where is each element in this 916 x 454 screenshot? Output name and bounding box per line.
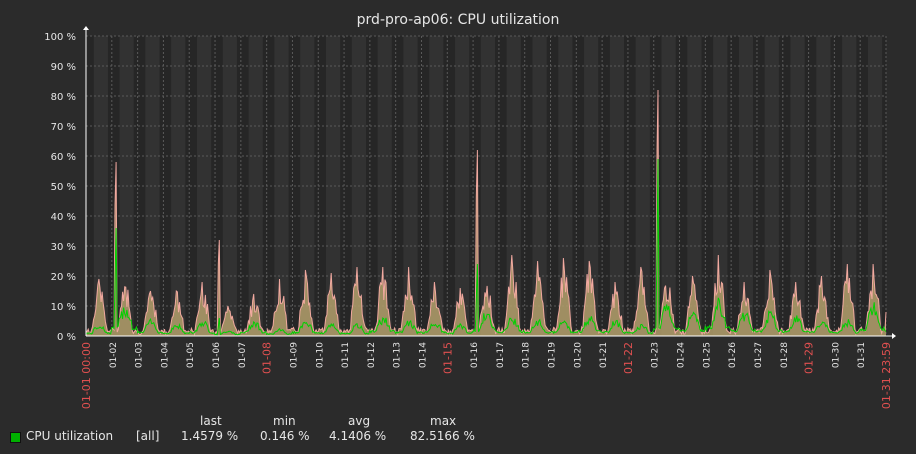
x-tick-label: 01-18 bbox=[522, 342, 532, 368]
off-hours-band bbox=[211, 36, 216, 336]
x-tick-label: 01-30 bbox=[831, 342, 841, 368]
legend-header-min: min bbox=[273, 414, 296, 428]
legend-value-max: 82.5166 % bbox=[410, 429, 475, 443]
off-hours-band bbox=[756, 36, 765, 336]
off-hours-band bbox=[495, 36, 499, 336]
legend-header: last min avg max bbox=[10, 414, 510, 429]
x-tick-label: 01-17 bbox=[496, 342, 506, 368]
off-hours-band bbox=[882, 36, 886, 336]
x-axis-arrow bbox=[892, 333, 896, 339]
series-avg-line bbox=[85, 158, 887, 336]
legend-header-avg: avg bbox=[348, 414, 371, 428]
off-hours-band bbox=[240, 36, 249, 336]
x-tick-label: 01-31 23:59 bbox=[880, 342, 893, 409]
off-hours-band bbox=[576, 36, 585, 336]
off-hours-band bbox=[830, 36, 835, 336]
legend-value-min: 0.146 % bbox=[260, 429, 310, 443]
off-hours-band bbox=[421, 36, 430, 336]
x-tick-label: 01-10 bbox=[315, 342, 325, 368]
x-tick-label: 01-07 bbox=[238, 342, 248, 368]
x-tick-label: 01-26 bbox=[728, 342, 738, 368]
x-tick-label: 01-09 bbox=[289, 342, 299, 368]
y-tick-label: 50 % bbox=[51, 182, 76, 193]
off-hours-band bbox=[314, 36, 319, 336]
x-tick-label: 01-23 bbox=[651, 342, 661, 368]
legend-header-max: max bbox=[430, 414, 457, 428]
x-tick-label: 01-16 bbox=[470, 342, 480, 368]
x-tick-label: 01-04 bbox=[160, 342, 170, 368]
x-tick-label: 01-06 bbox=[212, 342, 222, 368]
x-tick-label: 01-02 bbox=[109, 342, 119, 368]
x-tick-label: 01-21 bbox=[599, 342, 609, 368]
y-tick-label: 80 % bbox=[51, 92, 76, 103]
y-tick-label: 90 % bbox=[51, 62, 76, 73]
y-tick-label: 30 % bbox=[51, 242, 76, 253]
y-tick-label: 60 % bbox=[51, 152, 76, 163]
y-tick-label: 0 % bbox=[57, 332, 76, 343]
y-axis-arrow bbox=[83, 26, 89, 30]
x-tick-label: 01-24 bbox=[677, 342, 687, 368]
off-hours-band bbox=[808, 36, 817, 336]
y-tick-label: 100 % bbox=[44, 32, 76, 43]
x-tick-label: 01-12 bbox=[367, 342, 377, 368]
off-hours-band bbox=[727, 36, 732, 336]
legend-value-last: 1.4579 % bbox=[181, 429, 239, 443]
x-tick-label: 01-25 bbox=[702, 342, 712, 368]
off-hours-band bbox=[159, 36, 164, 336]
y-tick-label: 10 % bbox=[51, 302, 76, 313]
x-tick-label: 01-28 bbox=[780, 342, 790, 368]
y-tick-label: 70 % bbox=[51, 122, 76, 133]
series-max-line bbox=[85, 89, 887, 336]
chart-title: prd-pro-ap06: CPU utilization bbox=[357, 12, 560, 28]
legend-item-name: CPU utilization bbox=[26, 429, 114, 443]
x-tick-label: 01-31 bbox=[857, 342, 867, 368]
off-hours-band bbox=[443, 36, 448, 336]
y-tick-label: 40 % bbox=[51, 212, 76, 223]
off-hours-band bbox=[189, 36, 197, 336]
x-tick-label: 01-03 bbox=[135, 342, 145, 368]
off-hours-band bbox=[675, 36, 680, 336]
x-tick-label: 01-29 bbox=[803, 342, 816, 374]
legend-value-avg: 4.1406 % bbox=[329, 429, 387, 443]
off-hours-band bbox=[778, 36, 783, 336]
off-hours-band bbox=[860, 36, 868, 336]
x-tick-label: 01-01 00:00 bbox=[80, 342, 93, 409]
off-hours-band bbox=[262, 36, 267, 336]
off-hours-band bbox=[546, 36, 551, 336]
x-tick-label: 01-20 bbox=[573, 342, 583, 368]
x-tick-label: 01-05 bbox=[186, 342, 196, 368]
x-tick-label: 01-11 bbox=[341, 342, 351, 368]
y-tick-label: 20 % bbox=[51, 272, 76, 283]
x-tick-label: 01-27 bbox=[754, 342, 764, 368]
off-hours-band bbox=[86, 36, 94, 336]
off-hours-band bbox=[524, 36, 533, 336]
legend-swatch bbox=[10, 432, 21, 443]
x-tick-label: 01-14 bbox=[418, 342, 428, 368]
x-tick-label: 01-08 bbox=[261, 342, 274, 374]
off-hours-band bbox=[137, 36, 146, 336]
legend-item-scope: [all] bbox=[136, 429, 160, 443]
off-hours-band bbox=[107, 36, 112, 336]
legend: last min avg max CPU utilization [all] 1… bbox=[10, 414, 510, 444]
x-tick-label: 01-19 bbox=[548, 342, 558, 368]
legend-header-last: last bbox=[200, 414, 222, 428]
x-tick-label: 01-13 bbox=[393, 342, 403, 368]
off-hours-band bbox=[705, 36, 714, 336]
off-hours-band bbox=[598, 36, 603, 336]
x-tick-label: 01-22 bbox=[622, 342, 635, 374]
off-hours-band bbox=[369, 36, 378, 336]
off-hours-band bbox=[292, 36, 301, 336]
off-hours-band bbox=[391, 36, 396, 336]
legend-item-cpu[interactable]: CPU utilization [all] 1.4579 % 0.146 % 4… bbox=[10, 429, 510, 444]
x-tick-label: 01-15 bbox=[441, 342, 454, 374]
